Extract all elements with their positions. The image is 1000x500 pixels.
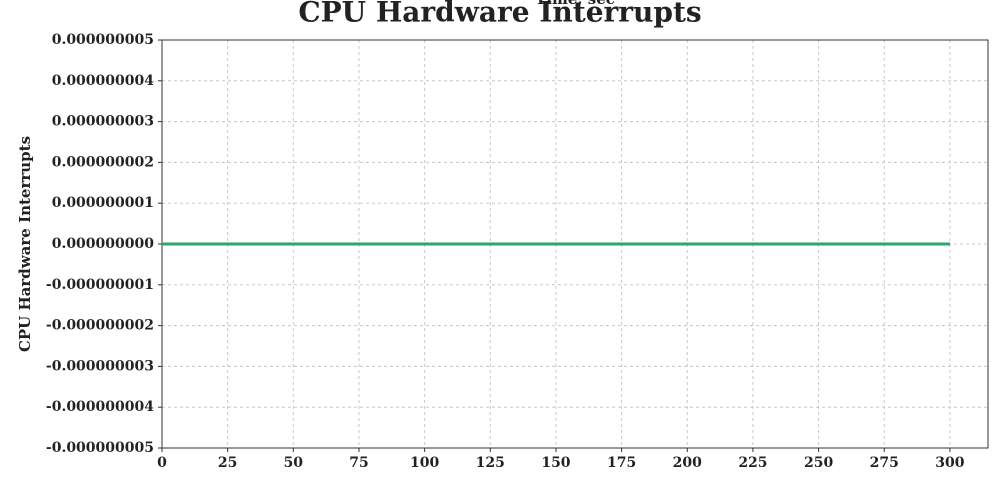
y-tick-label: 0.000000004 [52,73,155,89]
x-tick-label: 0 [157,455,167,471]
x-tick-label: 175 [607,455,636,471]
x-tick-label: 300 [935,455,964,471]
x-tick-label: 275 [870,455,899,471]
y-tick-label: -0.000000001 [46,277,154,293]
y-tick-label: -0.000000004 [46,399,154,415]
x-tick-label: 225 [738,455,767,471]
x-tick-label: 200 [673,455,702,471]
y-tick-label: 0.000000001 [52,195,154,211]
x-tick-label: 150 [541,455,570,471]
chart-title: CPU Hardware Interrupts [298,0,701,29]
x-tick-label: 100 [410,455,439,471]
x-axis-label: Time, sec [535,0,615,8]
x-tick-label: 50 [284,455,304,471]
y-tick-label: 0.000000003 [52,114,154,130]
y-tick-label: 0.000000000 [52,236,155,252]
x-tick-label: 25 [218,455,237,471]
y-tick-label: -0.000000002 [46,318,154,334]
y-axis-label: CPU Hardware Interrupts [16,136,34,352]
y-tick-label: -0.000000003 [46,358,154,374]
x-tick-label: 125 [476,455,505,471]
x-tick-label: 75 [349,455,368,471]
x-tick-label: 250 [804,455,833,471]
y-tick-label: 0.000000002 [52,154,154,170]
y-tick-label: 0.000000005 [52,32,154,48]
y-tick-label: -0.000000005 [46,440,154,456]
